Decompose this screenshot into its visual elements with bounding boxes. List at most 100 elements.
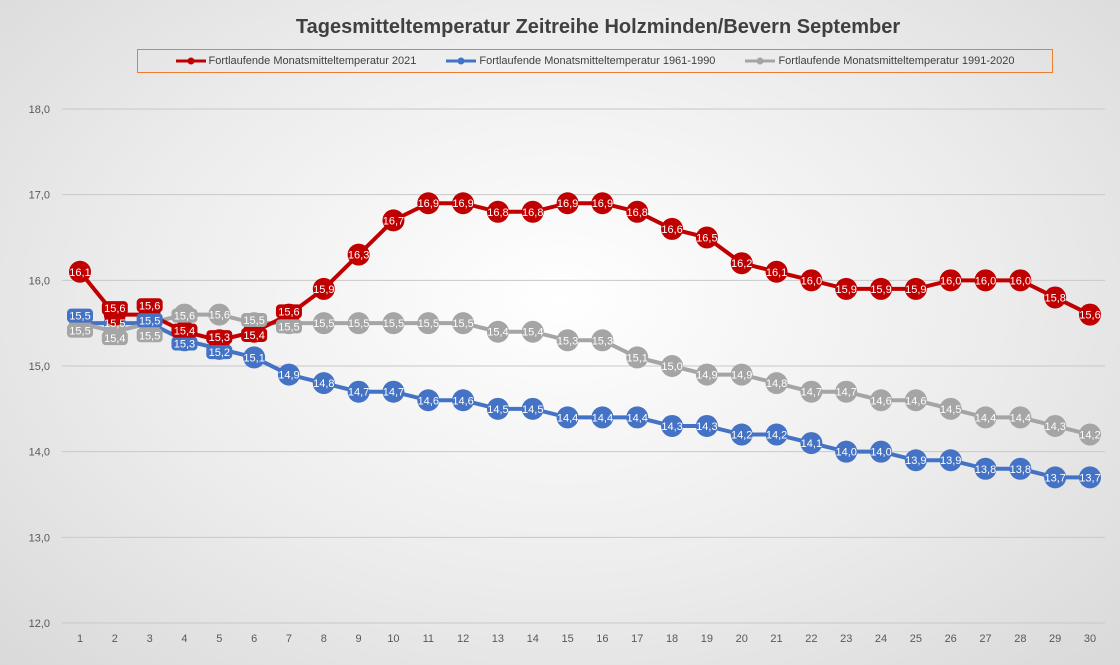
- data-point: [870, 277, 893, 300]
- data-label: 15,5: [104, 318, 125, 330]
- data-point: [347, 312, 370, 335]
- data-label: 16,7: [383, 215, 404, 227]
- data-point: [591, 192, 614, 215]
- x-tick-label: 10: [387, 633, 399, 645]
- data-point: [730, 423, 753, 446]
- data-label: 16,8: [627, 207, 648, 219]
- data-point: [556, 192, 579, 215]
- x-tick-label: 14: [527, 633, 539, 645]
- x-tick-label: 3: [147, 633, 153, 645]
- data-label: 14,3: [661, 421, 682, 433]
- data-label: 14,4: [557, 412, 578, 424]
- data-point: [661, 217, 684, 240]
- x-tick-label: 9: [356, 633, 362, 645]
- data-label: 13,9: [905, 455, 926, 467]
- data-point: [661, 355, 684, 377]
- data-label: 14,9: [278, 370, 299, 382]
- data-label: 14,7: [801, 387, 822, 399]
- x-tick-label: 28: [1014, 633, 1026, 645]
- data-label: 14,4: [592, 412, 613, 424]
- data-label: 15,3: [557, 335, 578, 347]
- data-label-background: [67, 323, 93, 338]
- data-point: [765, 372, 788, 395]
- legend-marker-icon: [745, 57, 776, 65]
- data-label: 16,9: [592, 198, 613, 210]
- data-point: [974, 457, 997, 480]
- data-label: 13,8: [975, 464, 996, 476]
- data-point: [521, 320, 544, 343]
- data-label: 14,6: [452, 395, 473, 407]
- data-point: [1009, 269, 1032, 292]
- data-point: [486, 200, 509, 223]
- data-label: 15,4: [522, 327, 543, 339]
- y-tick-label: 13,0: [29, 532, 50, 544]
- data-label-background: [171, 308, 198, 323]
- data-labels-0: 15,5 15,5 15,5 15,3 15,2 15,1 14,9 14,8 14,7 14,7…: [67, 308, 1101, 484]
- data-point: [870, 389, 893, 412]
- x-tick-label: 20: [736, 633, 748, 645]
- data-labels-2: 16,1 15,6 15,6 15,4 15,3 15,4 15,6 15,9 16,3 16,7…: [69, 198, 1101, 345]
- data-label: 15,6: [174, 311, 195, 323]
- data-label: 16,3: [348, 250, 369, 262]
- x-tick-label: 4: [181, 633, 187, 645]
- data-label: 15,5: [243, 315, 264, 327]
- data-label: 16,1: [69, 267, 90, 279]
- data-label: 14,2: [731, 430, 752, 442]
- legend-item: Fortlaufende Monatsmitteltemperatur 2021: [175, 55, 417, 67]
- data-label-background: [171, 323, 198, 338]
- data-point: [556, 406, 579, 429]
- y-tick-label: 16,0: [29, 275, 50, 287]
- data-label: 15,5: [139, 315, 160, 327]
- x-tick-label: 27: [979, 633, 991, 645]
- data-point: [974, 406, 997, 429]
- x-tick-label: 21: [770, 633, 782, 645]
- series-line: [80, 321, 1090, 480]
- data-label: 14,4: [975, 412, 996, 424]
- data-point: [521, 200, 544, 223]
- x-tick-label: 2: [112, 633, 118, 645]
- data-label: 14,1: [801, 438, 822, 450]
- x-tick-label: 15: [561, 633, 573, 645]
- data-label-background: [136, 298, 163, 313]
- x-tick-label: 7: [286, 633, 292, 645]
- data-point: [486, 397, 509, 420]
- data-point: [243, 346, 266, 369]
- data-label: 14,2: [1079, 430, 1100, 442]
- data-point: [1044, 466, 1067, 489]
- data-label: 14,8: [766, 378, 787, 390]
- legend-label: Fortlaufende Monatsmitteltemperatur 2021: [208, 55, 417, 67]
- x-tick-label: 26: [945, 633, 957, 645]
- data-point: [695, 363, 718, 386]
- legend: Fortlaufende Monatsmitteltemperatur 2021…: [137, 49, 1053, 73]
- data-label-background: [101, 301, 128, 316]
- data-label: 15,5: [383, 318, 404, 330]
- data-point: [730, 252, 753, 275]
- data-label: 15,9: [905, 284, 926, 296]
- data-labels-1: 15,5 15,4 15,5 15,6 15,6 15,5 15,5 15,5 15,5 15,5…: [67, 308, 1101, 442]
- data-label: 15,5: [139, 330, 160, 342]
- data-point: [695, 414, 718, 437]
- data-label: 15,3: [209, 332, 230, 344]
- data-label: 16,0: [940, 275, 961, 287]
- data-label: 15,5: [418, 318, 439, 330]
- data-label: 14,5: [522, 404, 543, 416]
- data-label: 13,7: [1079, 472, 1100, 484]
- data-point: [382, 209, 405, 232]
- data-point: [1044, 414, 1067, 437]
- legend-label: Fortlaufende Monatsmitteltemperatur 1961…: [479, 55, 716, 67]
- data-point: [452, 312, 475, 335]
- data-label: 13,9: [940, 455, 961, 467]
- data-label: 14,4: [1010, 412, 1031, 424]
- legend-label: Fortlaufende Monatsmitteltemperatur 1991…: [778, 55, 1015, 67]
- x-tick-label: 11: [423, 633, 434, 645]
- series-2: [69, 192, 1101, 352]
- data-label: 13,7: [1044, 472, 1065, 484]
- data-label: 15,4: [104, 333, 125, 345]
- data-point: [486, 320, 509, 343]
- data-point: [695, 226, 718, 249]
- data-point: [417, 192, 440, 215]
- data-label: 15,6: [209, 310, 230, 322]
- data-label: 14,7: [383, 387, 404, 399]
- data-point: [626, 406, 649, 429]
